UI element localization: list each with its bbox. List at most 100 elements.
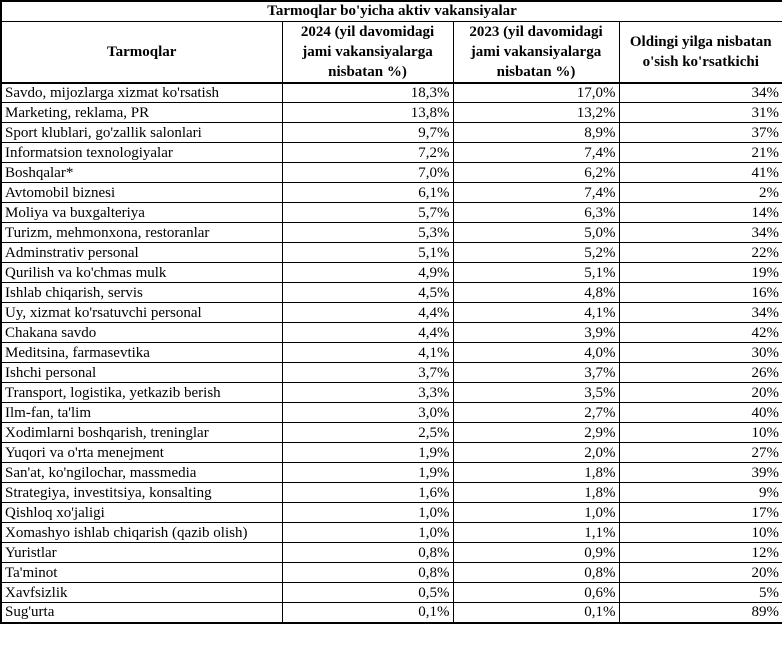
sector-name-cell: Transport, logistika, yetkazib berish (0, 382, 283, 403)
sector-name-cell: Qishloq xo'jaligi (0, 502, 283, 523)
share-2024-cell: 9,7% (281, 122, 454, 143)
table-row: Moliya va buxgalteriya 5,7% 6,3% 14% (0, 202, 782, 223)
share-2024-cell: 1,9% (281, 462, 454, 483)
share-2024-cell: 7,2% (281, 142, 454, 163)
table-row: Informatsion texnologiyalar 7,2% 7,4% 21… (0, 142, 782, 163)
share-2023-cell: 5,2% (452, 242, 620, 263)
growth-cell: 27% (618, 442, 782, 463)
share-2023-cell: 0,8% (452, 562, 620, 583)
sector-name-cell: Ishlab chiqarish, servis (0, 282, 283, 303)
share-2023-cell: 4,1% (452, 302, 620, 323)
table-row: Xodimlarni boshqarish, treninglar 2,5% 2… (0, 422, 782, 443)
share-2024-cell: 1,9% (281, 442, 454, 463)
sector-name-cell: Turizm, mehmonxona, restoranlar (0, 222, 283, 243)
growth-cell: 10% (618, 422, 782, 443)
sector-name-cell: Uy, xizmat ko'rsatuvchi personal (0, 302, 283, 323)
table-row: Ishchi personal 3,7% 3,7% 26% (0, 362, 782, 383)
share-2023-cell: 2,7% (452, 402, 620, 423)
column-header-row: Tarmoqlar 2024 (yil davomidagi jami vaka… (0, 20, 782, 84)
share-2024-cell: 5,3% (281, 222, 454, 243)
sector-name-cell: Moliya va buxgalteriya (0, 202, 283, 223)
sector-name-cell: Strategiya, investitsiya, konsalting (0, 482, 283, 503)
share-2023-cell: 2,0% (452, 442, 620, 463)
share-2023-cell: 5,0% (452, 222, 620, 243)
table-row: Avtomobil biznesi 6,1% 7,4% 2% (0, 182, 782, 203)
sector-name-cell: Informatsion texnologiyalar (0, 142, 283, 163)
share-2023-cell: 17,0% (452, 82, 620, 103)
share-2023-cell: 7,4% (452, 182, 620, 203)
sector-name-cell: Yuristlar (0, 542, 283, 563)
vacancies-by-sector-table: Tarmoqlar bo'yicha aktiv vakansiyalar Ta… (0, 0, 782, 624)
share-2024-cell: 4,4% (281, 322, 454, 343)
share-2023-cell: 4,0% (452, 342, 620, 363)
table-row: Turizm, mehmonxona, restoranlar 5,3% 5,0… (0, 222, 782, 243)
sector-name-cell: Yuqori va o'rta menejment (0, 442, 283, 463)
table-row: Marketing, reklama, PR 13,8% 13,2% 31% (0, 102, 782, 123)
table-row: Adminstrativ personal 5,1% 5,2% 22% (0, 242, 782, 263)
table-row: Ilm-fan, ta'lim 3,0% 2,7% 40% (0, 402, 782, 423)
table-row: Qurilish va ko'chmas mulk 4,9% 5,1% 19% (0, 262, 782, 283)
share-2023-cell: 3,7% (452, 362, 620, 383)
sector-name-cell: Xomashyo ishlab chiqarish (qazib olish) (0, 522, 283, 543)
share-2024-cell: 0,8% (281, 542, 454, 563)
table-row: Sport klublari, go'zallik salonlari 9,7%… (0, 122, 782, 143)
growth-cell: 5% (618, 582, 782, 603)
share-2024-cell: 0,5% (281, 582, 454, 603)
growth-cell: 31% (618, 102, 782, 123)
growth-cell: 10% (618, 522, 782, 543)
share-2024-cell: 5,7% (281, 202, 454, 223)
share-2024-cell: 2,5% (281, 422, 454, 443)
growth-cell: 37% (618, 122, 782, 143)
table-row: Ishlab chiqarish, servis 4,5% 4,8% 16% (0, 282, 782, 303)
share-2023-cell: 0,6% (452, 582, 620, 603)
share-2024-cell: 4,1% (281, 342, 454, 363)
col-header-2023-share: 2023 (yil davomidagi jami vakansiyalarga… (452, 20, 620, 84)
growth-cell: 22% (618, 242, 782, 263)
growth-cell: 19% (618, 262, 782, 283)
share-2023-cell: 6,3% (452, 202, 620, 223)
share-2024-cell: 5,1% (281, 242, 454, 263)
table-row: Xomashyo ishlab chiqarish (qazib olish) … (0, 522, 782, 543)
table-row: Xavfsizlik 0,5% 0,6% 5% (0, 582, 782, 603)
sector-name-cell: Sug'urta (0, 602, 283, 623)
col-header-sector: Tarmoqlar (0, 20, 283, 84)
growth-cell: 26% (618, 362, 782, 383)
growth-cell: 39% (618, 462, 782, 483)
table-row: Qishloq xo'jaligi 1,0% 1,0% 17% (0, 502, 782, 523)
table-row: Yuristlar 0,8% 0,9% 12% (0, 542, 782, 563)
share-2023-cell: 1,8% (452, 462, 620, 483)
sector-name-cell: Ta'minot (0, 562, 283, 583)
share-2023-cell: 1,0% (452, 502, 620, 523)
share-2023-cell: 7,4% (452, 142, 620, 163)
growth-cell: 40% (618, 402, 782, 423)
growth-cell: 21% (618, 142, 782, 163)
sector-name-cell: Ishchi personal (0, 362, 283, 383)
table-row: Chakana savdo 4,4% 3,9% 42% (0, 322, 782, 343)
growth-cell: 2% (618, 182, 782, 203)
table-row: Uy, xizmat ko'rsatuvchi personal 4,4% 4,… (0, 302, 782, 323)
growth-cell: 41% (618, 162, 782, 183)
share-2024-cell: 1,6% (281, 482, 454, 503)
share-2024-cell: 18,3% (281, 82, 454, 103)
sector-name-cell: Meditsina, farmasevtika (0, 342, 283, 363)
share-2024-cell: 1,0% (281, 522, 454, 543)
sector-name-cell: Xavfsizlik (0, 582, 283, 603)
table-row: Strategiya, investitsiya, konsalting 1,6… (0, 482, 782, 503)
share-2023-cell: 2,9% (452, 422, 620, 443)
share-2023-cell: 0,1% (452, 602, 620, 623)
sector-name-cell: Ilm-fan, ta'lim (0, 402, 283, 423)
share-2023-cell: 3,5% (452, 382, 620, 403)
share-2024-cell: 4,4% (281, 302, 454, 323)
share-2024-cell: 4,5% (281, 282, 454, 303)
growth-cell: 20% (618, 562, 782, 583)
share-2024-cell: 0,1% (281, 602, 454, 623)
share-2024-cell: 7,0% (281, 162, 454, 183)
sector-name-cell: Sport klublari, go'zallik salonlari (0, 122, 283, 143)
share-2024-cell: 0,8% (281, 562, 454, 583)
growth-cell: 34% (618, 302, 782, 323)
growth-cell: 89% (618, 602, 782, 623)
sector-name-cell: Qurilish va ko'chmas mulk (0, 262, 283, 283)
share-2023-cell: 1,8% (452, 482, 620, 503)
growth-cell: 30% (618, 342, 782, 363)
sector-name-cell: Boshqalar* (0, 162, 283, 183)
